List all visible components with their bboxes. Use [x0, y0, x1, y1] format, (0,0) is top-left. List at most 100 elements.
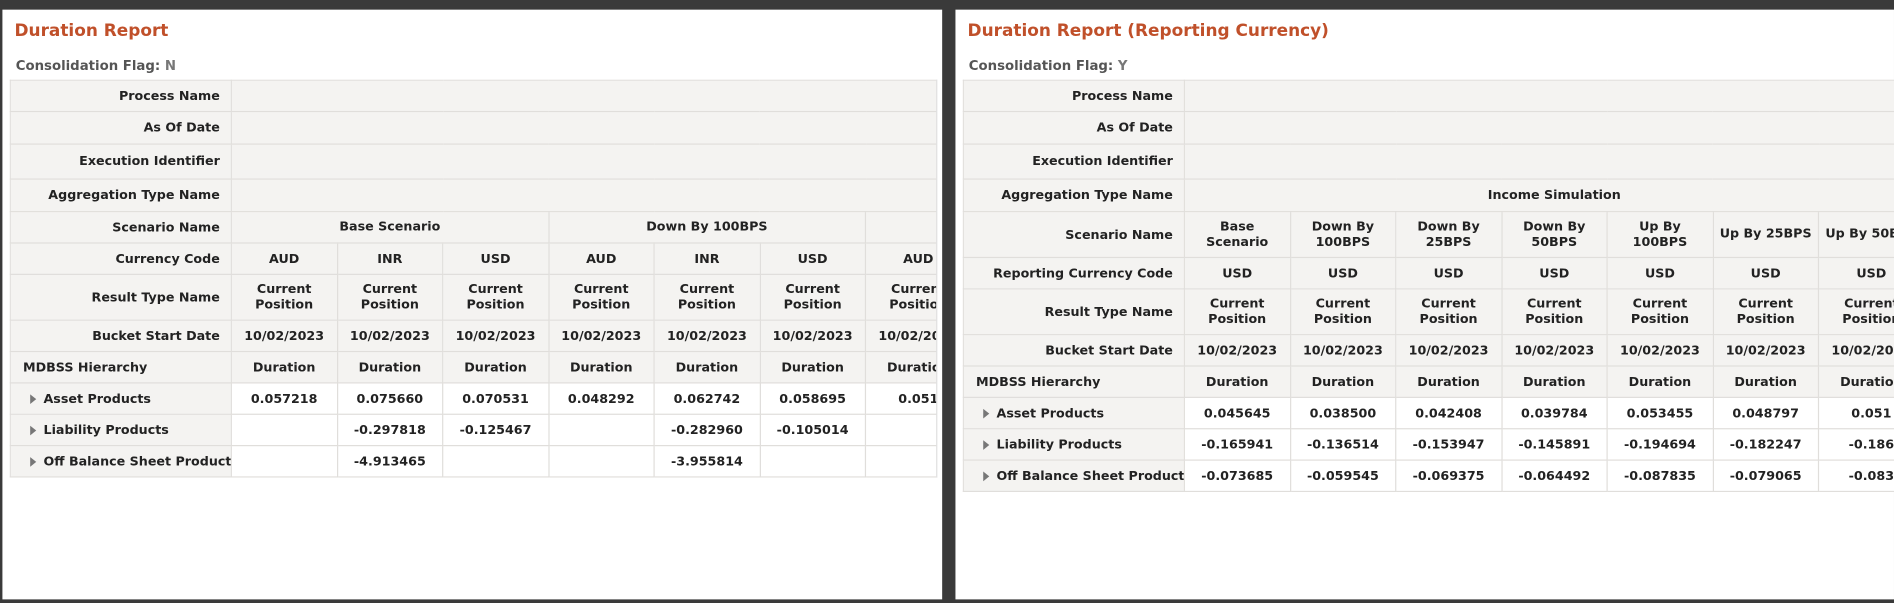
row-label: As Of Date [962, 110, 1185, 145]
currency-code: AUD [864, 242, 937, 275]
consolidation-flag: Consolidation Flag: N [16, 58, 176, 74]
bucket-date: 10/02/2023 [759, 319, 867, 353]
scenario-name: Down By 25BPS [1395, 211, 1503, 259]
result-type: Current Position [547, 273, 655, 321]
report-table: Process Name As Of Date Execution Identifi… [962, 79, 1894, 493]
row-label: Aggregation Type Name [9, 178, 232, 213]
row-label: Currency Code [9, 242, 232, 275]
table-row: Currency Code AUD INR USD AUD INR USD AUD [9, 242, 937, 275]
measure: Duration [230, 350, 338, 384]
hierarchy-node[interactable]: Liability Products [962, 428, 1185, 461]
duration-value: -0.136514 [1289, 428, 1397, 461]
duration-value: -0.186 [1817, 428, 1894, 461]
table-row: Bucket Start Date 10/02/2023 10/02/2023 10/… [9, 319, 937, 353]
bucket-date: 10/02/2023 [547, 319, 655, 353]
hierarchy-node[interactable]: Off Balance Sheet Products [962, 459, 1185, 493]
scenario-name: Down By 50BPS [1500, 211, 1608, 259]
measure: Duration [336, 350, 444, 384]
measure: Duration [1500, 365, 1608, 398]
report-title: Duration Report (Reporting Currency) [967, 21, 1329, 42]
measure: Duration [1606, 365, 1714, 398]
bucket-date: 10/02/2023 [336, 319, 444, 353]
table-row: MDBSS Hierarchy Duration Duration Duration D… [962, 365, 1894, 398]
table-row: Process Name [9, 79, 937, 113]
duration-value: -0.069375 [1395, 459, 1503, 493]
duration-value: -0.182247 [1712, 428, 1820, 461]
scenario-name: Base Scenario [1183, 211, 1291, 259]
duration-value: 0.051 [1817, 396, 1894, 430]
scenario-name: Base Scenario [230, 211, 549, 244]
result-type: Current Position [1817, 288, 1894, 336]
row-label: Process Name [9, 79, 232, 113]
duration-value [230, 445, 338, 478]
table-row: Aggregation Type Name [9, 178, 937, 213]
duration-value: -3.955814 [653, 445, 761, 478]
table-viewport: Process Name As Of Date Execution Identifi… [9, 79, 938, 478]
result-type: Current Position [1395, 288, 1503, 336]
table-row: Reporting Currency Code USD USD USD USD USD US… [962, 256, 1894, 290]
table-viewport: Process Name As Of Date Execution Identifi… [962, 79, 1894, 493]
hierarchy-node[interactable]: Off Balance Sheet Products [9, 445, 232, 478]
measure: Duration [547, 350, 655, 384]
row-label: Execution Identifier [962, 143, 1185, 180]
table-row: Scenario Name Base Scenario Down By 100BPS… [962, 211, 1894, 259]
scenario-name [864, 211, 937, 244]
table-row: Execution Identifier [962, 143, 1894, 180]
hierarchy-node[interactable]: Asset Products [9, 382, 232, 415]
measure: Duration [1817, 365, 1894, 398]
hierarchy-label: MDBSS Hierarchy [962, 365, 1185, 398]
table-row: Liability Products -0.165941 -0.136514 -0.1… [962, 428, 1894, 461]
bucket-date: 10/02/2023 [230, 319, 338, 353]
duration-value [230, 413, 338, 447]
duration-value: 0.057218 [230, 382, 338, 415]
currency-code: INR [336, 242, 444, 275]
duration-value: 0.039784 [1500, 396, 1608, 430]
row-label: Result Type Name [9, 273, 232, 321]
result-type: Current Position [864, 273, 937, 321]
currency-code: USD [1183, 256, 1291, 290]
duration-value: -0.194694 [1606, 428, 1714, 461]
duration-value: -0.064492 [1500, 459, 1608, 493]
result-type: Current Position [230, 273, 338, 321]
result-type: Current Position [759, 273, 867, 321]
param-value [230, 178, 937, 213]
report-panel: Duration Report (Reporting Currency) Cons… [955, 9, 1894, 600]
duration-value: -0.073685 [1183, 459, 1291, 493]
currency-code: USD [442, 242, 549, 275]
table-row: Result Type Name Current Position Current … [9, 273, 937, 321]
duration-value [864, 413, 937, 447]
bucket-date: 10/02/2023 [1500, 334, 1608, 367]
duration-value: -4.913465 [336, 445, 444, 478]
currency-code: INR [653, 242, 761, 275]
bucket-date: 10/02/2023 [1817, 334, 1894, 367]
row-label: Bucket Start Date [962, 334, 1185, 367]
scenario-name: Up By 100BPS [1606, 211, 1714, 259]
row-label: Process Name [962, 79, 1185, 113]
table-row: Bucket Start Date 10/02/2023 10/02/2023 10/… [962, 334, 1894, 367]
currency-code: USD [759, 242, 867, 275]
measure: Duration [1183, 365, 1291, 398]
duration-value [759, 445, 867, 478]
bucket-date: 10/02/2023 [1395, 334, 1503, 367]
param-value [230, 79, 937, 113]
result-type: Current Position [1712, 288, 1820, 336]
hierarchy-node[interactable]: Liability Products [9, 413, 232, 447]
flag-label: Consolidation Flag: [968, 57, 1114, 74]
row-label: Scenario Name [9, 211, 232, 244]
currency-code: USD [1817, 256, 1894, 290]
duration-value: 0.038500 [1289, 396, 1397, 430]
row-label: Reporting Currency Code [962, 256, 1185, 290]
duration-value: 0.048292 [547, 382, 655, 415]
bucket-date: 10/02/2023 [1183, 334, 1291, 367]
duration-value: -0.145891 [1500, 428, 1608, 461]
duration-value: -0.297818 [336, 413, 444, 447]
currency-code: USD [1712, 256, 1820, 290]
hierarchy-node[interactable]: Asset Products [962, 396, 1185, 430]
measure: Duration [653, 350, 761, 384]
param-value: Income Simulation [1183, 178, 1894, 213]
report-title: Duration Report [14, 21, 169, 42]
row-label: Execution Identifier [9, 143, 232, 180]
table-row: Asset Products 0.045645 0.038500 0.042408 0.… [962, 396, 1894, 430]
bucket-date: 10/02/2023 [1289, 334, 1397, 367]
